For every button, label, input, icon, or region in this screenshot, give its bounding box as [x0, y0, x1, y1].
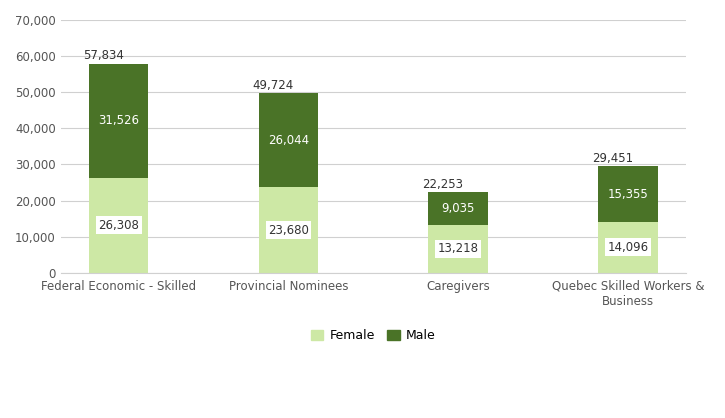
Text: 14,096: 14,096	[608, 241, 648, 254]
Bar	[428, 192, 488, 225]
Bar	[598, 166, 658, 222]
Text: 49,724: 49,724	[253, 79, 294, 92]
Text: 23,680: 23,680	[268, 224, 309, 237]
Text: 26,044: 26,044	[268, 134, 309, 147]
Text: 22,253: 22,253	[423, 178, 463, 191]
Bar	[259, 187, 318, 273]
Text: 13,218: 13,218	[438, 242, 478, 255]
Bar	[428, 225, 488, 273]
Text: 29,451: 29,451	[592, 152, 634, 165]
Legend: Female, Male: Female, Male	[306, 324, 441, 347]
Bar	[89, 178, 149, 273]
Text: 15,355: 15,355	[608, 188, 648, 201]
Bar	[598, 222, 658, 273]
Text: 9,035: 9,035	[442, 202, 475, 215]
Bar	[89, 64, 149, 178]
Text: 57,834: 57,834	[83, 49, 124, 63]
Text: 31,526: 31,526	[98, 115, 139, 127]
Text: 26,308: 26,308	[99, 219, 139, 232]
Bar	[259, 93, 318, 187]
